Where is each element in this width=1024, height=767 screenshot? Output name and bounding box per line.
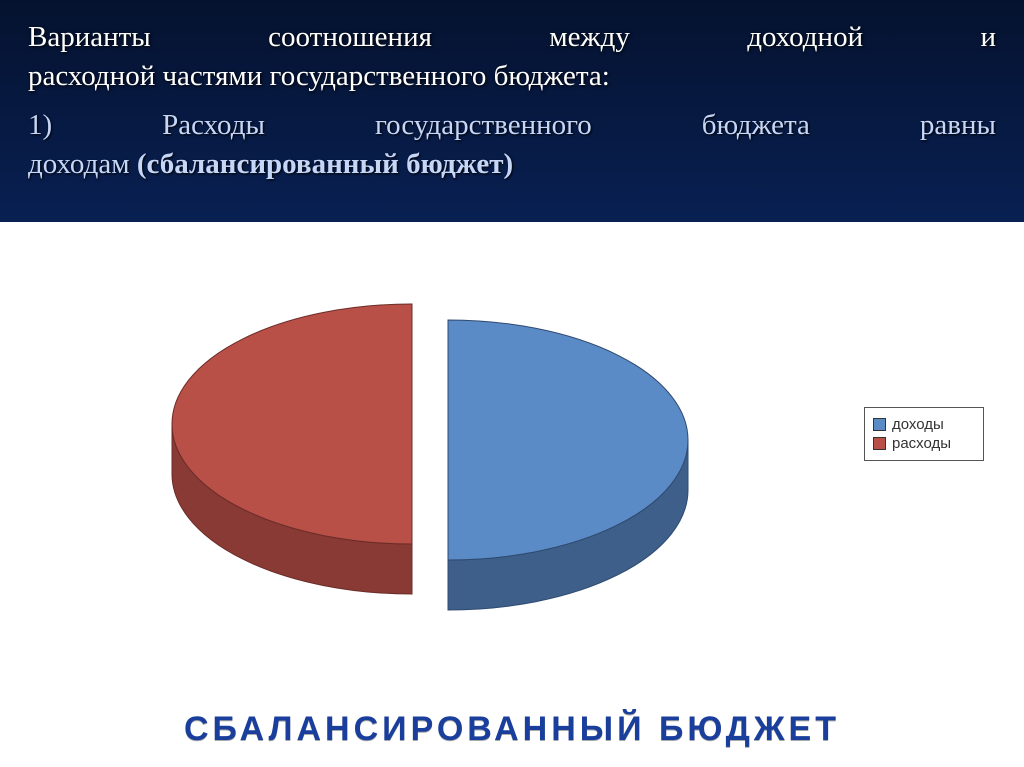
pie-chart <box>120 242 740 662</box>
legend-item: расходы <box>873 435 975 452</box>
legend-item: доходы <box>873 416 975 433</box>
title-line-2: расходной частями государственного бюдже… <box>28 57 996 96</box>
chart-panel: доходы расходы СБАЛАНСИРОВАННЫЙ БЮДЖЕТ <box>0 222 1024 767</box>
legend-swatch <box>873 418 886 431</box>
subtitle-bold: (сбалансированный бюджет) <box>137 148 513 180</box>
chart-legend: доходы расходы <box>864 407 984 461</box>
chart-caption: СБАЛАНСИРОВАННЫЙ БЮДЖЕТ <box>0 710 1024 749</box>
slide-title: Варианты соотношения между доходной и ра… <box>0 0 1024 100</box>
legend-label: доходы <box>892 416 944 433</box>
subtitle-line-2: доходам (сбалансированный бюджет) <box>28 145 996 184</box>
legend-swatch <box>873 437 886 450</box>
title-line-1: Варианты соотношения между доходной и <box>28 18 996 57</box>
subtitle-prefix: доходам <box>28 148 137 180</box>
slide-subtitle: 1) Расходы государственного бюджета равн… <box>0 100 1024 194</box>
subtitle-line-1: 1) Расходы государственного бюджета равн… <box>28 106 996 145</box>
legend-label: расходы <box>892 435 951 452</box>
